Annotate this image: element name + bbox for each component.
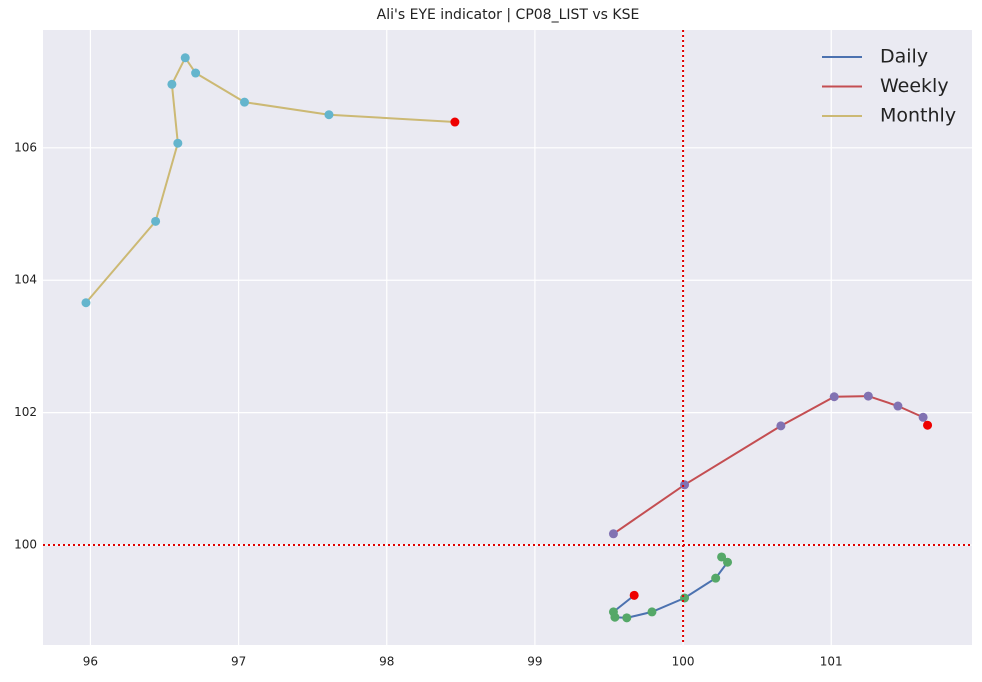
- point-marker: [680, 480, 690, 490]
- series-line: [612, 395, 929, 535]
- point-marker: [167, 79, 177, 89]
- point-marker: [717, 552, 727, 562]
- point-marker: [680, 593, 690, 603]
- point-marker: [711, 573, 721, 583]
- y-tick-label: 102: [14, 405, 37, 419]
- point-marker: [81, 298, 91, 308]
- chart-title: Ali's EYE indicator | CP08_LIST vs KSE: [377, 7, 640, 23]
- x-tick-label: 101: [820, 655, 843, 669]
- x-tick-label: 98: [379, 655, 394, 669]
- point-marker: [776, 421, 786, 431]
- point-marker: [173, 138, 183, 148]
- point-marker: [723, 557, 733, 567]
- point-marker: [622, 613, 632, 623]
- point-marker: [829, 392, 839, 402]
- plot-area: [43, 30, 972, 645]
- point-marker: [191, 68, 201, 78]
- point-marker: [629, 590, 639, 600]
- point-marker: [893, 401, 903, 411]
- point-marker: [450, 117, 460, 127]
- point-marker: [240, 97, 250, 107]
- point-marker: [918, 412, 928, 422]
- x-tick-label: 96: [83, 655, 98, 669]
- x-tick-label: 99: [527, 655, 542, 669]
- y-tick-label: 100: [14, 538, 37, 552]
- x-tick-label: 100: [672, 655, 695, 669]
- point-marker: [324, 110, 334, 120]
- point-marker: [151, 216, 161, 226]
- point-marker: [608, 529, 618, 539]
- legend-label: Weekly: [880, 75, 949, 97]
- legend-label: Daily: [880, 46, 928, 68]
- legend-label: Monthly: [880, 105, 956, 127]
- point-marker: [923, 420, 933, 430]
- point-marker: [647, 607, 657, 617]
- y-tick-label: 106: [14, 140, 37, 154]
- point-marker: [180, 53, 190, 63]
- y-tick-label: 104: [14, 273, 37, 287]
- point-marker: [863, 391, 873, 401]
- x-tick-label: 97: [231, 655, 246, 669]
- point-marker: [608, 607, 618, 617]
